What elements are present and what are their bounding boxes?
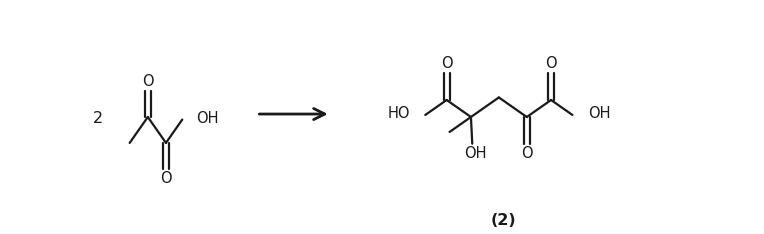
Text: O: O [160,171,172,186]
Text: O: O [545,56,557,71]
Text: O: O [521,146,533,161]
Text: O: O [441,56,452,71]
Text: O: O [142,74,154,89]
Text: (2): (2) [491,213,516,228]
Text: HO: HO [387,106,410,121]
Text: OH: OH [196,111,219,126]
Text: OH: OH [588,106,610,121]
Text: OH: OH [464,146,487,161]
Text: 2: 2 [93,111,103,126]
